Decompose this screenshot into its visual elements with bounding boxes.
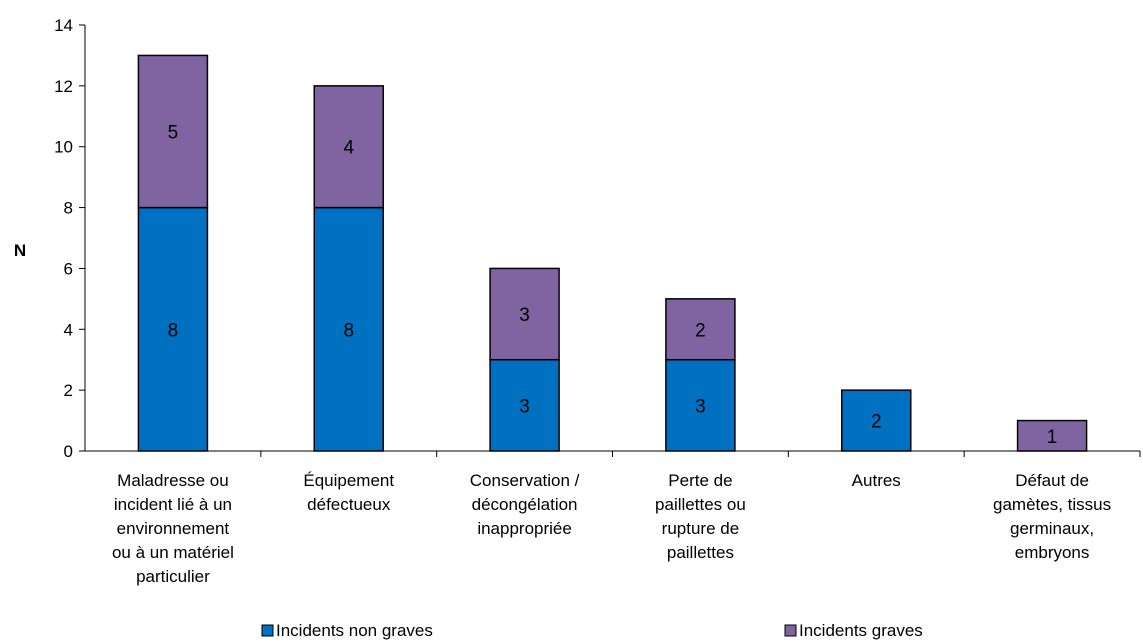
bar-segment-non-graves — [489, 358, 560, 452]
y-tick-label: 2 — [64, 381, 73, 400]
bar-segment-graves — [665, 298, 736, 361]
y-tick-label: 6 — [64, 259, 73, 278]
legend: Incidents non graves Incidents graves — [261, 621, 923, 640]
bar-segment-graves — [1016, 419, 1088, 452]
y-axis-ticks: 0 2 4 6 8 10 12 14 — [54, 16, 85, 461]
data-label: 1 — [1047, 427, 1058, 448]
category-label: Perte de paillettes ou rupture de paillette… — [655, 471, 746, 562]
data-label: 8 — [168, 320, 179, 341]
data-label: 2 — [695, 320, 706, 341]
data-label: 8 — [343, 320, 354, 341]
category-label: Maladresse ou incident lié à un environnem… — [112, 471, 234, 586]
x-axis-labels: Maladresse ou incident lié à un environnem… — [112, 471, 1111, 586]
y-tick-label: 14 — [54, 16, 73, 35]
bar-segment-non-graves — [137, 206, 209, 452]
bar-segment-graves — [313, 85, 384, 209]
bar-segment-graves — [137, 54, 209, 209]
y-axis-title: N — [14, 241, 26, 260]
data-label: 3 — [695, 396, 706, 417]
category-label: Autres — [852, 471, 901, 490]
y-tick-label: 4 — [64, 320, 73, 339]
y-tick-label: 10 — [54, 138, 73, 157]
data-label: 3 — [519, 396, 530, 417]
data-label: 2 — [871, 412, 882, 433]
data-label: 4 — [343, 138, 354, 159]
bar-segment-non-graves — [313, 206, 384, 452]
legend-label: Incidents non graves — [276, 621, 433, 640]
data-label: 3 — [519, 305, 530, 326]
category-label: Défaut de gamètes, tissus germinaux, embryo… — [993, 471, 1111, 562]
category-label: Conservation / décongélation inappropriée — [470, 471, 580, 538]
bars: 8 5 8 4 3 3 3 2 2 1 — [137, 54, 1088, 452]
y-tick-label: 12 — [54, 77, 73, 96]
legend-swatch — [261, 624, 274, 637]
data-label: 5 — [168, 123, 179, 144]
legend-swatch — [784, 624, 797, 637]
axes — [84, 25, 1141, 457]
y-tick-label: 8 — [64, 199, 73, 218]
y-tick-label: 0 — [64, 442, 73, 461]
bar-segment-graves — [489, 267, 560, 361]
legend-label: Incidents graves — [799, 621, 923, 640]
category-label: Équipement défectueux — [303, 471, 394, 514]
